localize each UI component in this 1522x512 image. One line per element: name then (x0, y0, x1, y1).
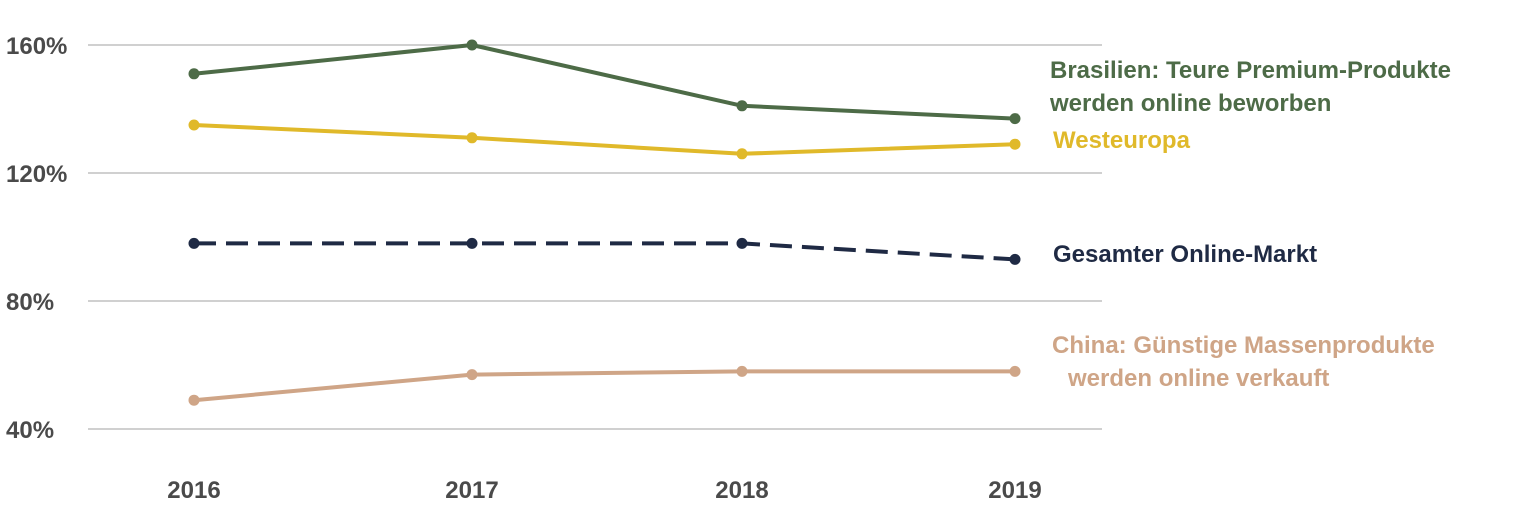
data-point (736, 365, 748, 377)
series-label: werden online verkauft (1067, 365, 1329, 392)
series-line (194, 241, 1016, 262)
data-point (188, 119, 200, 131)
series-label: werden online beworben (1049, 90, 1331, 117)
y-tick-label: 40% (6, 417, 54, 444)
series-label: China: Günstige Massenprodukte (1052, 332, 1435, 359)
data-point (188, 68, 200, 80)
series-group (188, 39, 1021, 406)
x-tick-label: 2018 (715, 477, 768, 504)
data-point (1009, 113, 1021, 125)
data-point (736, 148, 748, 160)
y-tick-label: 120% (6, 161, 67, 188)
data-point (466, 39, 478, 51)
y-tick-label: 160% (6, 33, 67, 60)
data-point (1009, 138, 1021, 150)
x-tick-label: 2016 (167, 477, 220, 504)
series-line (192, 43, 1017, 121)
y-tick-label: 80% (6, 289, 54, 316)
data-point (1009, 253, 1021, 265)
data-point (466, 132, 478, 144)
data-point (736, 100, 748, 112)
data-point (466, 369, 478, 381)
data-point (188, 237, 200, 249)
grid-lines (88, 44, 1102, 430)
data-point (736, 237, 748, 249)
series-label: Gesamter Online-Markt (1053, 241, 1317, 268)
data-point (188, 394, 200, 406)
series-label: Brasilien: Teure Premium-Produkte (1050, 57, 1451, 84)
y-axis-ticks: 40% 80% 120% 160% (6, 33, 67, 444)
data-point (466, 237, 478, 249)
series-line (192, 369, 1017, 403)
series-labels: Brasilien: Teure Premium-Produkte werden … (1049, 57, 1451, 392)
data-point (1009, 365, 1021, 377)
series-line (192, 123, 1017, 156)
x-axis-ticks: 2016 2017 2018 2019 (167, 477, 1041, 504)
series-label: Westeuropa (1053, 127, 1191, 154)
x-tick-label: 2019 (988, 477, 1041, 504)
x-tick-label: 2017 (445, 477, 498, 504)
